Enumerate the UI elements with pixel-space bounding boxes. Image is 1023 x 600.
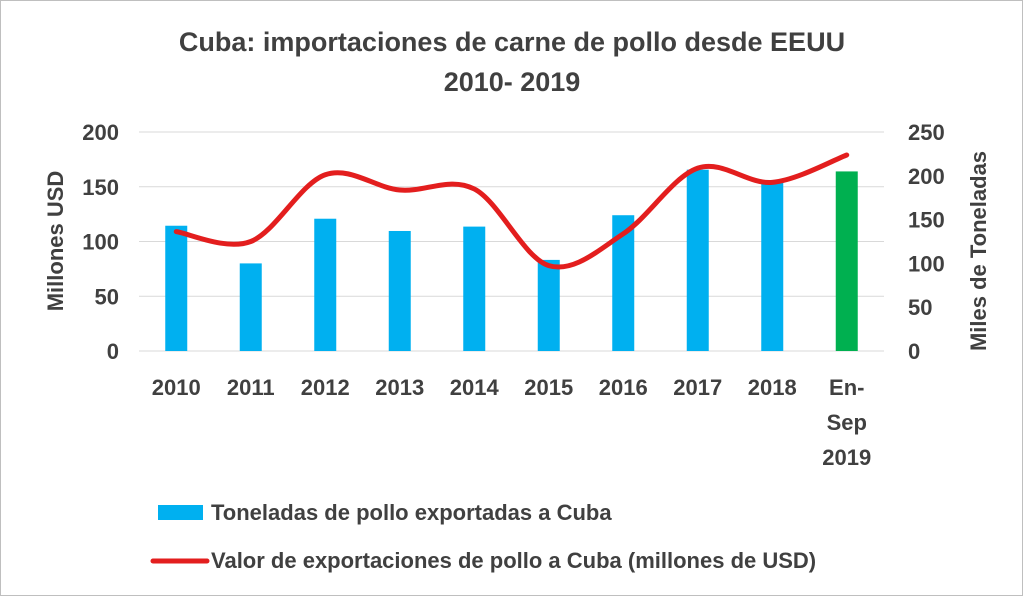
x-tick-label: 2014 xyxy=(450,375,500,400)
left-tick-label: 0 xyxy=(107,339,119,364)
left-tick-label: 50 xyxy=(95,284,119,309)
bar xyxy=(686,169,709,351)
left-axis-label: Millones USD xyxy=(43,171,68,312)
left-tick-label: 200 xyxy=(82,120,119,145)
left-axis-ticks: 0 50 100 150 200 xyxy=(82,120,119,364)
bar xyxy=(463,226,486,351)
legend-bar-label: Toneladas de pollo exportadas a Cuba xyxy=(211,500,612,525)
bar xyxy=(612,215,635,351)
bar xyxy=(537,259,560,351)
legend-line-label: Valor de exportaciones de pollo a Cuba (… xyxy=(211,548,816,573)
bar xyxy=(165,225,188,351)
right-tick-label: 100 xyxy=(908,251,945,276)
x-tick-label: 2017 xyxy=(673,375,722,400)
bar xyxy=(239,263,262,351)
bar xyxy=(761,181,784,351)
bar xyxy=(835,171,858,351)
x-axis-ticks: 2010 2011 2012 2013 2014 2015 2016 2017 2018 En- S… xyxy=(152,375,871,470)
bars xyxy=(165,169,858,351)
x-tick-label: 2015 xyxy=(524,375,573,400)
x-tick-label: 2010 xyxy=(152,375,201,400)
right-tick-label: 250 xyxy=(908,120,945,145)
left-tick-label: 100 xyxy=(82,230,119,255)
legend-bar-swatch xyxy=(158,505,203,520)
x-tick-label: 2012 xyxy=(301,375,350,400)
right-axis-label: Miles de Toneladas xyxy=(966,151,991,351)
series-line xyxy=(173,152,850,270)
x-tick-label: 2013 xyxy=(375,375,424,400)
x-tick-label: Sep xyxy=(827,410,867,435)
grid-lines xyxy=(139,131,884,352)
right-tick-label: 50 xyxy=(908,295,932,320)
chart-title-line2: 2010- 2019 xyxy=(444,67,581,97)
chart-title: Cuba: importaciones de carne de pollo de… xyxy=(179,27,845,57)
right-tick-label: 0 xyxy=(908,339,920,364)
x-tick-label: 2011 xyxy=(227,375,275,400)
bar xyxy=(388,230,411,351)
legend: Toneladas de pollo exportadas a Cuba Val… xyxy=(150,500,816,573)
x-tick-label: 2019 xyxy=(822,445,871,470)
right-tick-label: 200 xyxy=(908,164,945,189)
value-line xyxy=(173,152,850,270)
bar xyxy=(314,218,337,351)
right-axis-ticks: 0 50 100 150 200 250 xyxy=(908,120,945,364)
right-tick-label: 150 xyxy=(908,208,945,233)
x-tick-label: En- xyxy=(829,375,864,400)
x-tick-label: 2016 xyxy=(599,375,648,400)
x-tick-label: 2018 xyxy=(748,375,797,400)
left-tick-label: 150 xyxy=(82,175,119,200)
